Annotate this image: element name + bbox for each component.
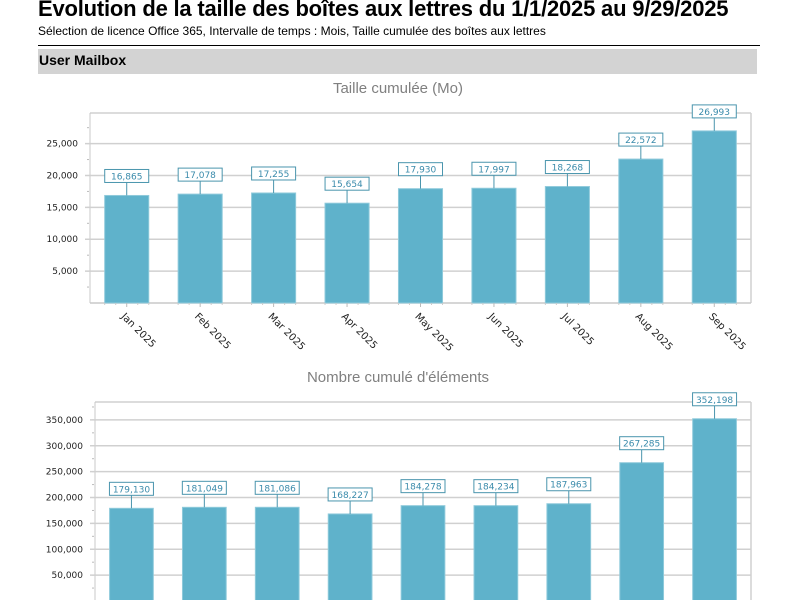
bar	[254, 506, 300, 600]
y-tick-label: 200,000	[46, 494, 83, 504]
data-label-box	[618, 132, 664, 147]
data-label: 179,130	[113, 485, 150, 495]
x-tick-label: Feb 2025	[192, 311, 233, 352]
bar	[324, 202, 370, 304]
chart-title: Nombre cumulé d'éléments	[307, 369, 489, 386]
y-tick-label: 20,000	[47, 171, 79, 181]
data-label-box	[324, 176, 370, 191]
data-label-box	[251, 166, 297, 181]
data-label-box	[104, 168, 150, 183]
x-tick-label: Jun 2025	[485, 311, 525, 351]
data-label-box	[471, 161, 517, 176]
data-label-box	[473, 479, 519, 494]
bar	[400, 505, 446, 600]
data-label: 184,234	[477, 483, 514, 493]
bar	[471, 187, 517, 304]
data-label-box	[546, 477, 592, 492]
page-title: Évolution de la taille des boîtes aux le…	[38, 0, 729, 21]
bar	[473, 505, 519, 600]
x-tick-label: May 2025	[412, 311, 455, 354]
y-tick-label: 10,000	[47, 235, 79, 245]
data-label: 22,572	[625, 136, 657, 146]
data-label: 187,963	[550, 481, 587, 491]
data-label: 17,997	[478, 165, 510, 175]
bar	[181, 506, 227, 600]
y-tick-label: 250,000	[46, 468, 83, 478]
bar	[692, 418, 737, 600]
data-label-box	[254, 480, 300, 495]
data-label: 181,086	[259, 484, 296, 494]
x-tick-label: Aug 2025	[633, 311, 675, 353]
data-label-box	[400, 479, 446, 494]
data-label: 352,198	[696, 396, 733, 406]
data-label-box	[691, 104, 737, 119]
data-label: 181,049	[186, 484, 223, 494]
x-tick-label: Sep 2025	[706, 311, 747, 352]
data-label: 168,227	[332, 491, 369, 501]
data-label-box	[177, 167, 223, 182]
x-tick-label: Jul 2025	[559, 311, 596, 348]
chart-taille-cumulee: Taille cumulée (Mo) 5,000 10,000 15,000 20,…	[47, 80, 752, 354]
bar	[177, 193, 223, 304]
data-label-box	[181, 480, 227, 495]
y-tick-label: 150,000	[46, 519, 83, 529]
x-tick-label: Mar 2025	[265, 311, 306, 352]
bar	[691, 130, 737, 304]
bar	[327, 513, 373, 600]
bar	[544, 186, 590, 304]
x-tick-label: Jan 2025	[118, 311, 158, 351]
data-label-box	[544, 160, 590, 175]
bar	[109, 507, 154, 600]
chart-nombre-cumule: Nombre cumulé d'éléments 50,000 100,000 15…	[46, 369, 752, 600]
data-label-box	[108, 481, 154, 496]
y-tick-label: 15,000	[47, 203, 79, 213]
data-label: 17,078	[184, 171, 216, 181]
data-label: 17,255	[258, 170, 290, 180]
data-label: 18,268	[552, 164, 584, 174]
data-label: 184,278	[404, 483, 441, 493]
bar	[251, 192, 297, 304]
bar	[397, 188, 444, 304]
data-label: 17,930	[405, 166, 437, 176]
page-subtitle: Sélection de licence Office 365, Interva…	[38, 24, 546, 38]
data-label: 267,285	[623, 440, 660, 450]
y-tick-label: 50,000	[52, 571, 84, 581]
y-tick-label: 25,000	[47, 140, 79, 150]
data-label: 15,654	[331, 180, 363, 190]
x-tick-label: Apr 2025	[339, 311, 379, 351]
y-tick-label: 5,000	[52, 267, 78, 277]
y-tick-label: 100,000	[46, 545, 83, 555]
chart-title: Taille cumulée (Mo)	[333, 80, 463, 97]
data-label-box	[398, 162, 443, 177]
data-label-box	[692, 392, 738, 407]
data-label: 16,865	[111, 172, 143, 182]
section-label: User Mailbox	[39, 52, 127, 68]
data-label-box	[327, 487, 373, 502]
y-tick-label: 300,000	[46, 442, 83, 452]
bar	[546, 503, 592, 600]
y-tick-label: 350,000	[46, 416, 83, 426]
header-divider	[38, 45, 760, 46]
bar	[618, 158, 664, 304]
data-label: 26,993	[699, 108, 731, 118]
section-header: User Mailbox	[38, 49, 757, 74]
data-label-box	[619, 436, 665, 451]
bar	[104, 194, 150, 304]
bar	[619, 462, 665, 600]
